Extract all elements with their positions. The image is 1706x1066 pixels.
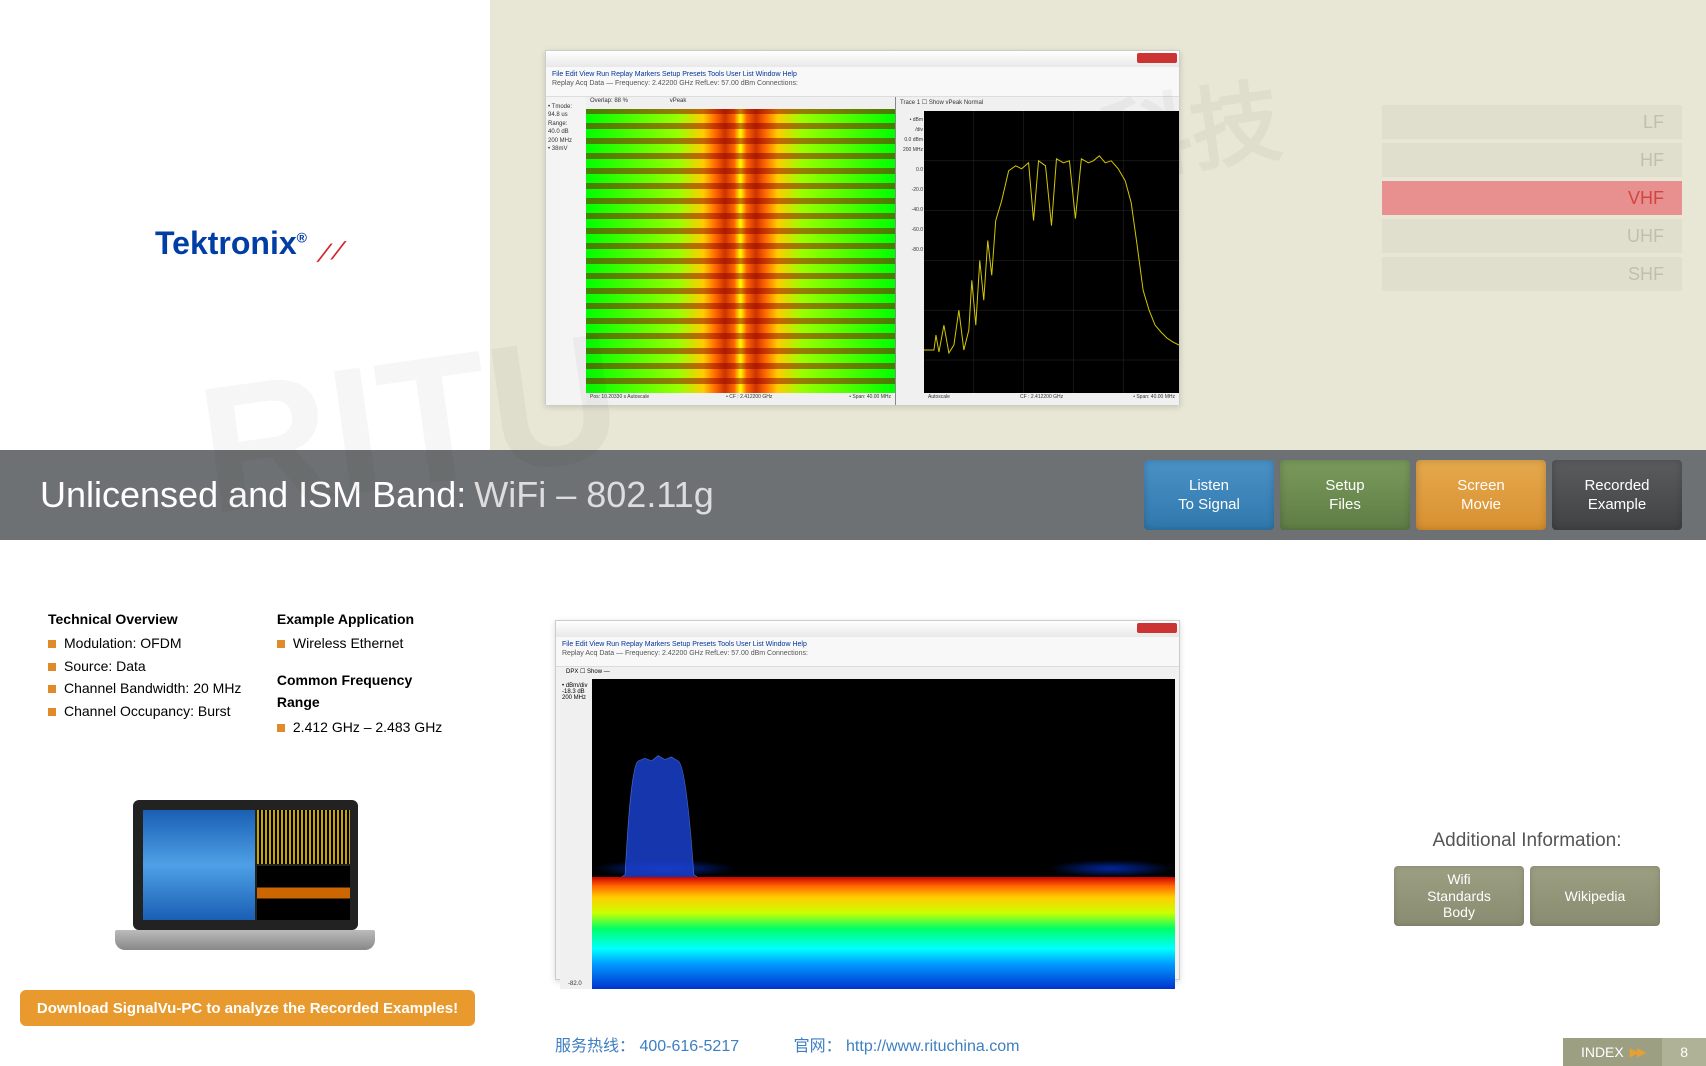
sc2-toolbar-text: Replay Acq Data — Frequency: 2.42200 GHz… bbox=[562, 649, 1173, 658]
example-item-0: Wireless Ethernet bbox=[277, 632, 457, 654]
dpx-rainbow bbox=[592, 877, 1175, 989]
logo-reg: ® bbox=[297, 229, 307, 245]
tech-item-3: Channel Occupancy: Burst bbox=[48, 700, 273, 722]
site-label: 官网： bbox=[794, 1038, 842, 1055]
sc-toolbar-text: Replay Acq Data — Frequency: 2.42200 GHz… bbox=[552, 79, 1173, 88]
dpx-noise-right bbox=[1047, 860, 1175, 878]
screen-movie-button[interactable]: ScreenMovie bbox=[1416, 460, 1546, 530]
example-heading: Example Application bbox=[277, 608, 457, 630]
dpx-display: • dBm/div -18.3 dB 200 MHz -82.0 bbox=[560, 679, 1175, 989]
sc-body: • Tmode: 94.8 us Range: 40.0 dB 200 MHz … bbox=[546, 97, 1179, 405]
tech-item-2: Channel Bandwidth: 20 MHz bbox=[48, 677, 273, 699]
index-button[interactable]: INDEX ▶▶ bbox=[1563, 1038, 1662, 1066]
spectrogram-labels: • Tmode: 94.8 us Range: 40.0 dB 200 MHz … bbox=[546, 97, 586, 405]
band-vhf[interactable]: VHF bbox=[1382, 181, 1682, 215]
listen-to-signal-button[interactable]: ListenTo Signal bbox=[1144, 460, 1274, 530]
details-section: Technical Overview Modulation: OFDM Sour… bbox=[48, 608, 468, 738]
download-signalvu-button[interactable]: Download SignalVu-PC to analyze the Reco… bbox=[20, 990, 475, 1026]
logo-swoosh-icon: ⟋⟋ bbox=[314, 240, 346, 268]
wifi-standards-body-button[interactable]: WifiStandardsBody bbox=[1394, 866, 1524, 926]
additional-info-section: Additional Information: WifiStandardsBod… bbox=[1394, 830, 1660, 926]
signalvu-screenshot-upper: File Edit View Run Replay Markers Setup … bbox=[545, 50, 1180, 405]
recorded-example-button[interactable]: RecordedExample bbox=[1552, 460, 1682, 530]
index-arrows-icon: ▶▶ bbox=[1630, 1045, 1644, 1059]
example-col: Example Application Wireless Ethernet Co… bbox=[277, 608, 457, 738]
sc2-menu: File Edit View Run Replay Markers Setup … bbox=[556, 637, 1179, 667]
title-light: WiFi – 802.11g bbox=[474, 474, 713, 516]
additional-info-heading: Additional Information: bbox=[1394, 830, 1660, 852]
spectrum-header: Trace 1 ☐ Show vPeak Normal bbox=[896, 97, 1179, 111]
title-bar: Unlicensed and ISM Band: WiFi – 802.11g … bbox=[0, 450, 1706, 540]
dpx-bottom-label: -82.0 bbox=[564, 981, 586, 987]
hotline-label: 服务热线： bbox=[555, 1038, 635, 1055]
setup-files-button[interactable]: SetupFiles bbox=[1280, 460, 1410, 530]
band-uhf[interactable]: UHF bbox=[1382, 219, 1682, 253]
freq-heading: Common Frequency Range bbox=[277, 669, 457, 714]
tektronix-logo: Tektronix® ⟋⟋ bbox=[155, 225, 344, 262]
action-buttons: ListenTo Signal SetupFiles ScreenMovie R… bbox=[1144, 460, 1682, 530]
title-bold: Unlicensed and ISM Band: bbox=[40, 474, 466, 516]
sc-menu: File Edit View Run Replay Markers Setup … bbox=[546, 67, 1179, 97]
band-lf[interactable]: LF bbox=[1382, 105, 1682, 139]
hotline-number: 400-616-5217 bbox=[639, 1038, 739, 1055]
spectrogram-display: Overlap: 88 % vPeak Pos: 10.20330 s Auto… bbox=[586, 97, 895, 405]
dpx-viz bbox=[592, 695, 1175, 989]
technical-heading: Technical Overview bbox=[48, 608, 273, 630]
index-badge: INDEX ▶▶ 8 bbox=[1563, 1038, 1706, 1066]
sc2-titlebar bbox=[556, 621, 1179, 637]
wikipedia-button[interactable]: Wikipedia bbox=[1530, 866, 1660, 926]
dpx-hump-svg bbox=[592, 745, 724, 877]
spectrogram-footer: Pos: 10.20330 s Autoscale • CF : 2.41220… bbox=[586, 393, 895, 405]
band-shf[interactable]: SHF bbox=[1382, 257, 1682, 291]
band-list: LF HF VHF UHF SHF bbox=[1382, 105, 1682, 295]
laptop-screen bbox=[133, 800, 358, 930]
site-url[interactable]: http://www.rituchina.com bbox=[846, 1038, 1019, 1055]
page-number: 8 bbox=[1662, 1038, 1706, 1066]
spectrum-footer: Autoscale CF : 2.412200 GHz • Span: 40.0… bbox=[924, 393, 1179, 405]
additional-buttons: WifiStandardsBody Wikipedia bbox=[1394, 866, 1660, 926]
laptop-promo-image bbox=[115, 800, 375, 970]
logo-text: Tektronix bbox=[155, 225, 297, 261]
dpx-labels: • dBm/div -18.3 dB 200 MHz bbox=[560, 679, 592, 989]
tech-item-0: Modulation: OFDM bbox=[48, 632, 273, 654]
freq-item-0: 2.412 GHz – 2.483 GHz bbox=[277, 716, 457, 738]
tech-item-1: Source: Data bbox=[48, 655, 273, 677]
dpx-header: DPX ☐ Show — bbox=[560, 667, 1175, 679]
spectrogram-viz bbox=[586, 109, 895, 393]
sc-titlebar bbox=[546, 51, 1179, 67]
spectrum-y-labels: • dBm /div 0.0 dBm 200 MHz 0.0 -20.0 -40… bbox=[896, 111, 924, 405]
spectrogram-header: Overlap: 88 % vPeak bbox=[586, 97, 895, 109]
sc-menu-text: File Edit View Run Replay Markers Setup … bbox=[552, 70, 1173, 79]
footer-contact: 服务热线： 400-616-5217 官网： http://www.rituch… bbox=[555, 1032, 1019, 1056]
sc2-menu-text: File Edit View Run Replay Markers Setup … bbox=[562, 640, 1173, 649]
spectrum-display: Trace 1 ☐ Show vPeak Normal • dBm /div 0… bbox=[895, 97, 1179, 405]
laptop-base bbox=[115, 930, 375, 950]
technical-col: Technical Overview Modulation: OFDM Sour… bbox=[48, 608, 273, 722]
band-hf[interactable]: HF bbox=[1382, 143, 1682, 177]
spectrum-svg bbox=[924, 111, 1179, 404]
signalvu-screenshot-lower: File Edit View Run Replay Markers Setup … bbox=[555, 620, 1180, 980]
